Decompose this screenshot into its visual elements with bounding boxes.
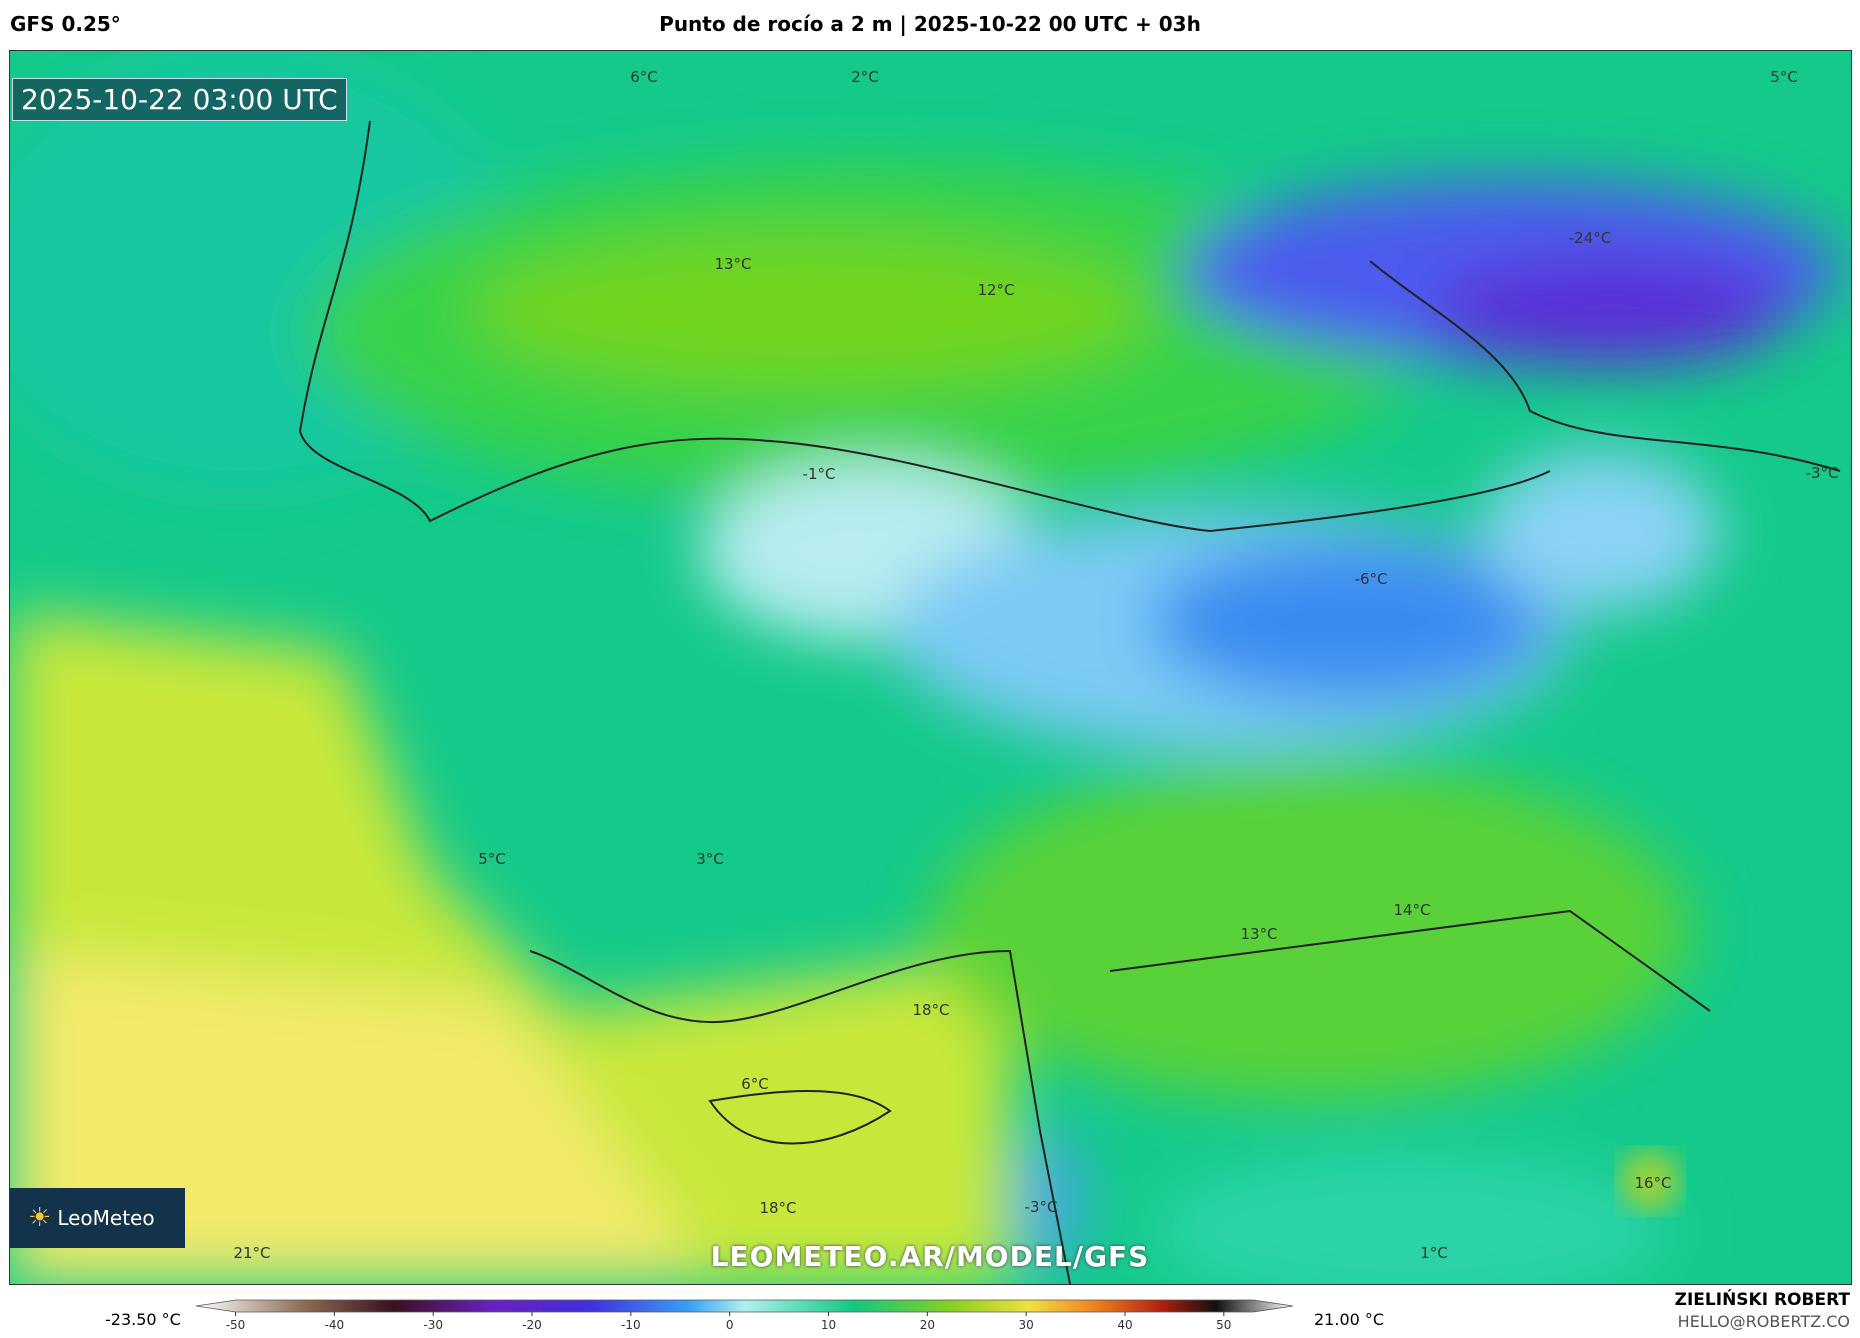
watermark: LEOMETEO.AR/MODEL/GFS	[710, 1240, 1150, 1273]
temp-label: 18°C	[912, 1001, 950, 1019]
temp-label: 1°C	[1420, 1244, 1448, 1262]
timestamp: 2025-10-22 03:00 UTC	[12, 78, 347, 121]
colorbar-tick-label: -40	[325, 1318, 345, 1332]
colorbar-tick-label: 40	[1117, 1318, 1132, 1332]
temp-label: 5°C	[1770, 68, 1798, 86]
colorbar-tick-label: -10	[621, 1318, 641, 1332]
temp-label: 14°C	[1393, 901, 1431, 919]
temp-label: 16°C	[1634, 1174, 1672, 1192]
temp-label: 13°C	[714, 255, 752, 273]
colorbar-tick-label: 0	[726, 1318, 734, 1332]
colorbar-tick-label: 20	[920, 1318, 935, 1332]
email: HELLO@ROBERTZ.CO	[1677, 1312, 1850, 1331]
temp-label: 6°C	[630, 68, 658, 86]
temp-label: 13°C	[1240, 925, 1278, 943]
temp-label: 21°C	[233, 1244, 271, 1262]
colorbar-bar	[195, 1299, 1294, 1313]
logo: ☀ LeoMeteo	[10, 1188, 185, 1248]
colorbar-tick-label: -30	[423, 1318, 443, 1332]
author: ZIELIŃSKI ROBERT	[1674, 1290, 1850, 1310]
temp-label: 18°C	[759, 1199, 797, 1217]
temp-label: 12°C	[977, 281, 1015, 299]
temp-label: -24°C	[1568, 229, 1612, 247]
colorbar-tick-label: 30	[1019, 1318, 1034, 1332]
colorbar-min: -23.50 °C	[105, 1310, 181, 1329]
colorbar-tick-label: 10	[821, 1318, 836, 1332]
colorbar-tick-label: -20	[522, 1318, 542, 1332]
colorbar-tick-label: -50	[226, 1318, 246, 1332]
temp-label: -3°C	[1024, 1198, 1058, 1216]
map-title: Punto de rocío a 2 m | 2025-10-22 00 UTC…	[659, 12, 1201, 36]
temp-label: 6°C	[741, 1075, 769, 1093]
temp-label: 5°C	[478, 850, 506, 868]
temp-label: 2°C	[851, 68, 879, 86]
model-name: GFS 0.25°	[10, 12, 121, 36]
colorbar-tick-label: 50	[1216, 1318, 1231, 1332]
temp-label: 3°C	[696, 850, 724, 868]
temp-label: -1°C	[802, 465, 836, 483]
colorbar: -50 -40 -30 -20 -10 0 10 20 30 40 50	[195, 1299, 1294, 1332]
logo-text: LeoMeteo	[57, 1206, 155, 1230]
map: 6°C 2°C 5°C 13°C 12°C -24°C -1°C -3°C -6°C 5°C 3°C…	[9, 50, 1852, 1285]
temp-label: -3°C	[1805, 464, 1839, 482]
temp-label: -6°C	[1354, 570, 1388, 588]
colorbar-max: 21.00 °C	[1314, 1310, 1385, 1329]
map-field	[10, 51, 1851, 1284]
